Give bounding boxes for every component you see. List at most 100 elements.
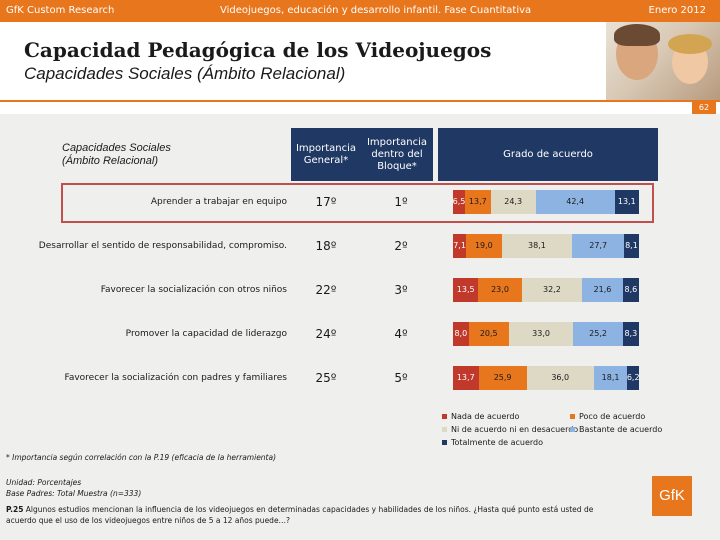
row-label: Desarrollar el sentido de responsabilida… [38,241,287,251]
child-hair [668,34,712,54]
study-label: Videojuegos, educación y desarrollo infa… [220,5,532,16]
data-label: 23,0 [491,285,509,294]
page-title: Capacidad Pedagógica de los Videojuegos [24,38,492,62]
page-number: 62 [692,102,716,114]
legend-item-bastante: Bastante de acuerdo [570,425,662,434]
row-label: Aprender a trabajar en equipo [150,197,287,207]
header-divider [0,100,720,102]
legend-item-nada: Nada de acuerdo [442,412,519,421]
data-label: 8,3 [624,329,638,338]
highlight-frame [61,183,654,223]
importance-general-value: 24º [315,327,337,341]
legend-swatch [442,440,447,445]
legend-label: Poco de acuerdo [579,412,646,421]
bar-segment: 8,1 [623,234,639,258]
col-block-line1: Importancia [366,136,428,148]
data-label: 18,1 [601,373,620,382]
stacked-bar: 13,5 23,0 32,2 21,6 8,6 [453,278,639,302]
legend-item-ni: Ni de acuerdo ni en desacuerdo [442,425,578,434]
col-block-header: Importancia dentro del Bloque* [361,128,433,181]
bar-segment: 7,1 [453,234,467,258]
bar-segment: 13,7 [453,366,479,390]
bar-segment: 27,7 [572,234,624,258]
legend-label: Totalmente de acuerdo [451,438,544,447]
category-header: Capacidades Sociales (Ámbito Relacional) [62,142,171,168]
data-label: 6,5 [452,197,466,206]
date-label: Enero 2012 [648,5,706,16]
bar-segment: 33,0 [508,322,574,346]
row-label: Promover la capacidad de liderazgo [125,329,287,339]
bar-segment: 8,0 [453,322,469,346]
data-label: 33,0 [532,329,550,338]
bar-segment: 23,0 [478,278,522,302]
adult-hair [614,24,660,46]
top-bar: GfK Custom Research Videojuegos, educaci… [0,0,720,22]
data-label: 8,0 [454,329,468,338]
col-agree-header: Grado de acuerdo [438,128,658,181]
data-label: 36,0 [551,373,570,382]
data-label: 24,3 [504,197,523,206]
unit-label: Unidad: Porcentajes [6,478,82,487]
data-label: 8,6 [624,285,638,294]
category-header-line2: (Ámbito Relacional) [62,155,158,167]
importance-block-value: 1º [394,195,408,209]
row-label: Favorecer la socialización con otros niñ… [100,285,287,295]
data-label: 25,9 [493,373,512,382]
data-label: 20,5 [479,329,498,338]
importance-general-value: 22º [315,283,337,297]
stacked-bar: 6,5 13,7 24,3 42,4 13,1 [453,190,639,214]
bar-segment: 38,1 [501,234,573,258]
data-label: 32,2 [542,285,561,294]
legend-label: Ni de acuerdo ni en desacuerdo [451,425,579,434]
family-photo [606,22,720,100]
footnote: * Importancia según correlación con la P… [6,453,277,462]
legend-swatch [442,427,447,432]
question-body: Algunos estudios mencionan la influencia… [6,505,594,525]
stacked-bar: 13,7 25,9 36,0 18,1 6,2 [453,366,640,390]
bar-segment: 18,1 [593,366,628,390]
importance-block-value: 3º [394,283,408,297]
gfk-logo: GfK [652,476,692,516]
legend-swatch [570,414,575,419]
bar-segment: 36,0 [526,366,594,390]
row-label: Favorecer la socialización con padres y … [64,373,287,383]
data-label: 25,2 [589,329,607,338]
data-label: 7,1 [453,241,466,250]
company-label: GfK Custom Research [6,5,115,16]
bar-segment: 42,4 [535,190,615,214]
bar-segment: 6,5 [453,190,465,214]
importance-general-value: 18º [315,239,337,253]
data-label: 38,1 [528,241,546,250]
col-importance-line1: Importancia [295,142,357,154]
data-label: 8,1 [625,241,638,250]
data-label: 21,6 [593,285,612,294]
col-block-line3: Bloque* [377,160,417,172]
bar-segment: 13,5 [453,278,479,302]
bar-segment: 25,9 [478,366,527,390]
bar-segment: 13,7 [465,190,491,214]
bar-segment: 13,1 [614,190,639,214]
bar-segment: 25,2 [573,322,623,346]
data-label: 19,0 [474,241,493,250]
bar-segment: 19,0 [466,234,502,258]
data-label: 27,7 [589,241,608,250]
data-label: 42,4 [566,197,585,206]
bar-segment: 24,3 [490,190,536,214]
legend-label: Nada de acuerdo [451,412,520,421]
stacked-bar: 8,0 20,5 33,0 25,2 8,3 [453,322,639,346]
importance-general-value: 17º [315,195,337,209]
legend-swatch [442,414,447,419]
importance-general-value: 25º [315,371,337,385]
base-label: Base Padres: Total Muestra (n=333) [6,489,142,498]
legend-swatch [570,427,575,432]
page-subtitle: Capacidades Sociales (Ámbito Relacional) [24,64,346,83]
importance-block-value: 2º [394,239,408,253]
importance-block-value: 4º [394,327,408,341]
bar-segment: 8,3 [622,322,639,346]
question-text: P.25 Algunos estudios mencionan la influ… [6,504,616,526]
question-number: P.25 [6,505,24,514]
bar-segment: 20,5 [468,322,509,346]
col-block-line2: dentro del [371,148,423,160]
data-label: 6,2 [626,373,640,382]
data-label: 13,5 [456,285,475,294]
